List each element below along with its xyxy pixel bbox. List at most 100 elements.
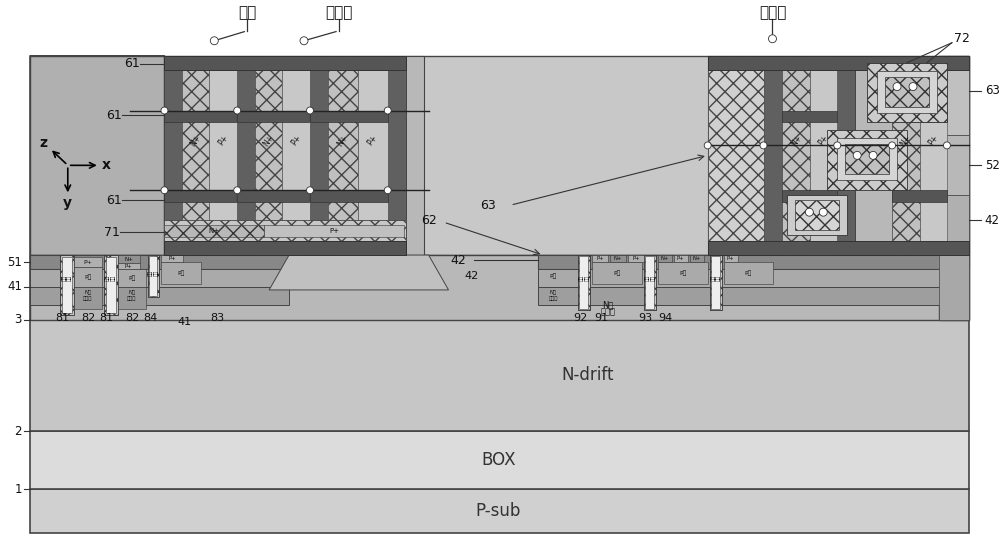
Bar bbox=[782, 110, 837, 122]
Circle shape bbox=[384, 187, 391, 193]
Text: 1: 1 bbox=[14, 483, 22, 496]
Bar bbox=[592, 262, 642, 284]
Bar bbox=[578, 255, 590, 310]
Bar bbox=[628, 255, 644, 262]
Text: N+: N+ bbox=[124, 257, 133, 262]
Text: 集电极: 集电极 bbox=[759, 5, 786, 20]
Text: P+: P+ bbox=[727, 256, 734, 261]
Bar bbox=[255, 56, 310, 255]
Text: 61: 61 bbox=[106, 193, 122, 207]
Bar bbox=[74, 257, 102, 267]
Bar bbox=[30, 255, 289, 269]
Circle shape bbox=[819, 208, 827, 216]
Text: P+: P+ bbox=[596, 256, 604, 261]
Bar bbox=[161, 262, 201, 284]
Text: 61: 61 bbox=[106, 109, 122, 122]
Text: 集电
栅槽: 集电 栅槽 bbox=[644, 275, 655, 281]
Circle shape bbox=[234, 107, 241, 114]
Bar bbox=[164, 56, 406, 70]
Bar bbox=[939, 195, 969, 255]
Bar bbox=[837, 56, 855, 255]
Bar bbox=[328, 56, 358, 255]
Bar bbox=[782, 190, 837, 202]
Text: P阱: P阱 bbox=[550, 273, 557, 279]
Text: 42: 42 bbox=[464, 271, 478, 281]
Text: 41: 41 bbox=[177, 317, 191, 327]
Bar bbox=[708, 56, 764, 255]
Bar bbox=[538, 255, 969, 269]
Bar bbox=[106, 257, 116, 313]
Polygon shape bbox=[164, 56, 969, 255]
Bar bbox=[690, 255, 704, 262]
Bar bbox=[164, 190, 236, 202]
Text: P+: P+ bbox=[632, 256, 640, 261]
Text: 83: 83 bbox=[210, 313, 224, 323]
Text: N型: N型 bbox=[550, 291, 557, 295]
Text: N+: N+ bbox=[693, 256, 701, 261]
Text: P阱: P阱 bbox=[679, 270, 686, 276]
Bar bbox=[538, 269, 969, 287]
Text: 集电
栅槽: 集电 栅槽 bbox=[579, 275, 589, 281]
Text: P阱: P阱 bbox=[178, 270, 185, 276]
Text: 发射极: 发射极 bbox=[325, 5, 353, 20]
Bar bbox=[658, 255, 672, 262]
Text: N+: N+ bbox=[336, 133, 350, 148]
Polygon shape bbox=[164, 56, 424, 255]
Text: 84: 84 bbox=[143, 313, 158, 323]
Text: P阱: P阱 bbox=[745, 270, 752, 276]
Text: N+: N+ bbox=[209, 228, 220, 234]
Text: 91: 91 bbox=[594, 313, 608, 323]
Text: 71: 71 bbox=[104, 226, 120, 239]
Text: P+: P+ bbox=[83, 259, 92, 265]
Bar bbox=[161, 255, 183, 262]
Bar bbox=[118, 287, 146, 309]
Circle shape bbox=[306, 107, 313, 114]
Text: P+: P+ bbox=[289, 133, 303, 147]
Text: 缓冲层: 缓冲层 bbox=[549, 296, 558, 301]
Circle shape bbox=[805, 208, 813, 216]
Bar bbox=[255, 56, 282, 255]
Text: N+: N+ bbox=[661, 256, 669, 261]
Text: 阻断
栅槽: 阻断 栅槽 bbox=[148, 270, 159, 276]
Text: 存储层: 存储层 bbox=[127, 296, 136, 301]
Circle shape bbox=[889, 142, 896, 149]
Text: N+: N+ bbox=[262, 133, 276, 148]
Bar bbox=[209, 56, 237, 255]
Bar bbox=[827, 130, 907, 190]
Text: 3: 3 bbox=[15, 314, 22, 326]
Bar bbox=[310, 110, 388, 122]
Bar bbox=[892, 56, 920, 255]
Text: 81: 81 bbox=[100, 313, 114, 323]
Bar bbox=[724, 255, 738, 262]
Bar bbox=[60, 255, 74, 315]
Bar bbox=[264, 225, 404, 237]
Bar bbox=[837, 138, 897, 180]
Text: z: z bbox=[40, 136, 48, 151]
Bar bbox=[164, 225, 264, 237]
Circle shape bbox=[943, 142, 950, 149]
Bar bbox=[644, 255, 656, 310]
Polygon shape bbox=[30, 56, 164, 255]
Circle shape bbox=[161, 107, 168, 114]
Text: y: y bbox=[63, 196, 72, 210]
Bar bbox=[358, 56, 388, 255]
Bar bbox=[182, 56, 209, 255]
Bar bbox=[148, 255, 159, 297]
Text: 82: 82 bbox=[82, 313, 96, 323]
Bar bbox=[782, 56, 837, 255]
Bar bbox=[388, 56, 406, 255]
Circle shape bbox=[234, 187, 241, 193]
Text: 缓冲层: 缓冲层 bbox=[601, 307, 616, 316]
Bar bbox=[164, 241, 406, 255]
Text: N-drift: N-drift bbox=[562, 366, 614, 384]
Bar bbox=[182, 56, 237, 255]
Text: P+: P+ bbox=[329, 228, 339, 234]
Text: x: x bbox=[102, 158, 111, 173]
Circle shape bbox=[760, 142, 767, 149]
Bar bbox=[30, 431, 969, 489]
Text: P+: P+ bbox=[926, 133, 940, 147]
Bar bbox=[658, 262, 708, 284]
Polygon shape bbox=[269, 255, 449, 290]
Text: N+: N+ bbox=[614, 256, 622, 261]
Text: 72: 72 bbox=[954, 32, 970, 45]
